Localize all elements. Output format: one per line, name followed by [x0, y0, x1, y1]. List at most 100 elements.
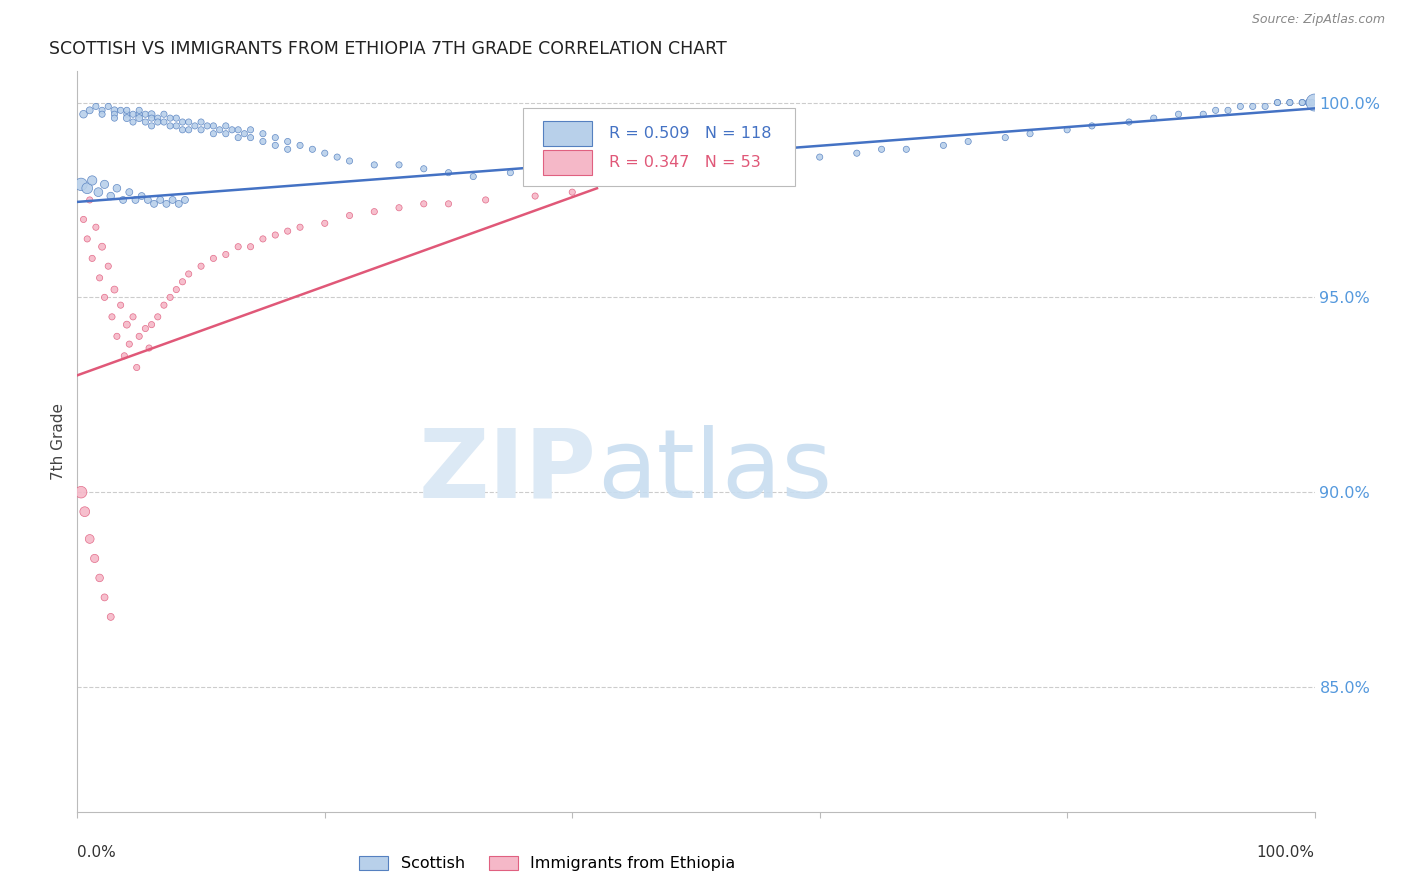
Point [155, 197, 177, 211]
Point [76, 181, 98, 195]
Point [896, 142, 918, 156]
Point [79, 193, 101, 207]
Text: SCOTTISH VS IMMIGRANTS FROM ETHIOPIA 7TH GRADE CORRELATION CHART: SCOTTISH VS IMMIGRANTS FROM ETHIOPIA 7TH… [49, 40, 727, 58]
Point [143, 197, 166, 211]
Point [264, 227, 287, 242]
Point [177, 123, 200, 137]
Point [103, 111, 125, 125]
Point [190, 259, 212, 273]
Point [215, 247, 238, 261]
Point [118, 185, 141, 199]
Point [115, 318, 138, 332]
Point [131, 189, 153, 203]
Point [190, 123, 212, 137]
Point [252, 232, 274, 246]
Point [138, 341, 160, 355]
Point [115, 111, 138, 125]
Point [1267, 95, 1289, 110]
Point [125, 360, 148, 375]
Point [202, 252, 225, 266]
Point [339, 209, 361, 223]
Point [91, 103, 114, 118]
Point [1081, 119, 1104, 133]
Point [195, 119, 218, 133]
Point [1291, 95, 1313, 110]
Point [412, 197, 434, 211]
Point [388, 158, 411, 172]
Point [233, 127, 256, 141]
Point [1229, 99, 1251, 113]
Point [146, 111, 169, 125]
Point [100, 189, 122, 203]
Point [82, 173, 104, 187]
Point [277, 142, 299, 156]
Point [167, 197, 190, 211]
Text: R = 0.509   N = 118: R = 0.509 N = 118 [609, 126, 772, 141]
Point [112, 349, 135, 363]
Point [202, 127, 225, 141]
Point [845, 146, 868, 161]
Point [1056, 123, 1078, 137]
Point [710, 158, 733, 172]
Point [1205, 103, 1227, 118]
Point [110, 298, 132, 312]
Point [149, 193, 172, 207]
Point [122, 310, 145, 324]
Point [561, 185, 583, 199]
Point [659, 161, 682, 176]
Point [122, 115, 145, 129]
Point [141, 111, 163, 125]
Point [1278, 95, 1301, 110]
Point [146, 115, 169, 129]
Point [101, 310, 124, 324]
Point [82, 252, 104, 266]
Point [141, 318, 163, 332]
Point [239, 240, 262, 254]
Point [165, 111, 187, 125]
Point [118, 337, 141, 351]
Point [177, 115, 200, 129]
Point [177, 267, 200, 281]
Point [339, 153, 361, 168]
Point [808, 150, 831, 164]
Point [264, 130, 287, 145]
Legend: Scottish, Immigrants from Ethiopia: Scottish, Immigrants from Ethiopia [353, 849, 742, 878]
Point [159, 290, 181, 304]
Point [124, 193, 146, 207]
Point [561, 166, 583, 180]
Point [388, 201, 411, 215]
Point [162, 193, 184, 207]
Point [264, 138, 287, 153]
Point [79, 103, 101, 118]
Point [153, 115, 176, 129]
Point [83, 551, 105, 566]
Point [76, 232, 98, 246]
Point [141, 107, 163, 121]
Point [128, 111, 150, 125]
Point [1192, 107, 1215, 121]
Point [957, 135, 980, 149]
Point [524, 189, 547, 203]
Point [91, 240, 114, 254]
Point [165, 283, 187, 297]
Text: 100.0%: 100.0% [1257, 845, 1315, 860]
Point [363, 158, 385, 172]
Point [93, 290, 115, 304]
Point [994, 130, 1017, 145]
Point [115, 107, 138, 121]
Point [1291, 95, 1313, 110]
Point [79, 532, 101, 546]
Point [1301, 95, 1323, 110]
Point [226, 123, 249, 137]
Point [141, 119, 163, 133]
Point [70, 178, 93, 192]
Y-axis label: 7th Grade: 7th Grade [51, 403, 66, 480]
Point [1254, 99, 1277, 113]
FancyBboxPatch shape [543, 120, 592, 145]
Point [474, 193, 496, 207]
Point [277, 135, 299, 149]
Point [134, 321, 156, 335]
Point [215, 127, 238, 141]
Point [202, 119, 225, 133]
Point [89, 271, 111, 285]
